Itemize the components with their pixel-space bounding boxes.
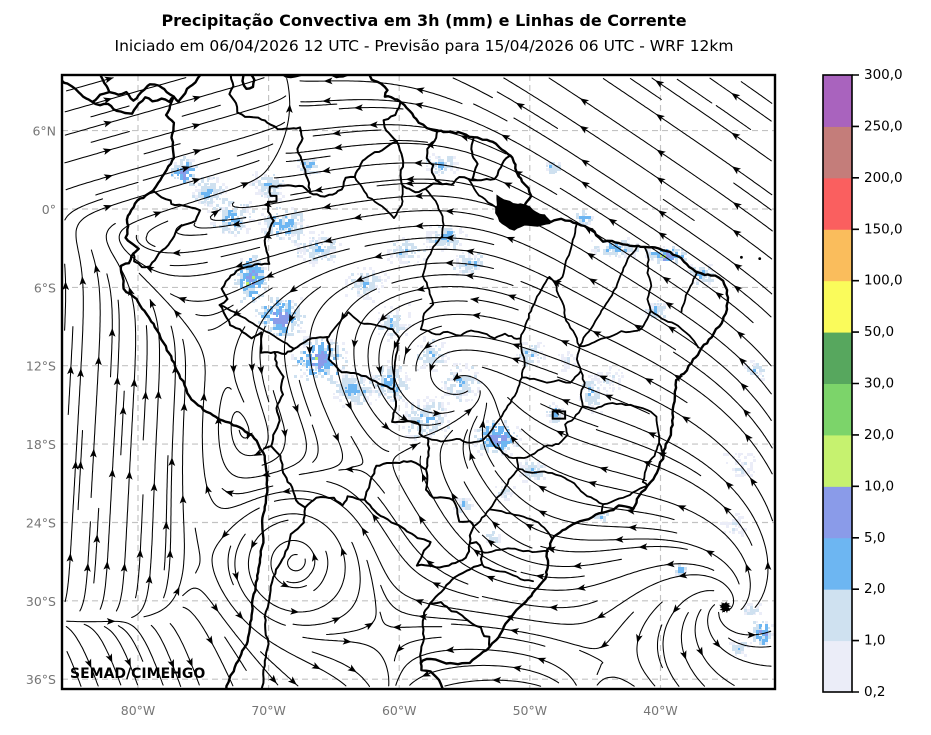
colorbar-segment xyxy=(823,383,852,436)
colorbar-segment xyxy=(823,126,852,179)
lat-tick-label: 0° xyxy=(42,202,56,217)
colorbar-tick-label: 50,0 xyxy=(864,324,894,340)
colorbar-tick-label: 10,0 xyxy=(864,478,894,494)
colorbar-segment xyxy=(823,589,852,642)
precip-shade-faint xyxy=(168,153,774,657)
colorbar-segment xyxy=(823,486,852,539)
lat-tick-label: 12°S xyxy=(26,359,56,374)
amazon-delta xyxy=(495,194,551,231)
lon-axis-labels: 80°W 70°W 60°W 50°W 40°W xyxy=(121,703,678,718)
colorbar-tick-label: 30,0 xyxy=(864,376,894,392)
streamline-paths xyxy=(64,77,774,688)
colorbar-segment xyxy=(823,332,852,384)
lat-tick-label: 6°N xyxy=(32,124,56,139)
colorbar-tick-label: 1,0 xyxy=(864,633,885,649)
streamlines-layer xyxy=(62,76,774,688)
precipitation-layer xyxy=(168,153,774,657)
colorbar-segment xyxy=(823,75,852,127)
island-dot xyxy=(758,257,762,261)
colorbar-tick-label: 20,0 xyxy=(864,427,894,443)
coastline xyxy=(62,75,730,689)
colorbar-segment xyxy=(823,177,852,230)
colorbar-tick-label: 2,0 xyxy=(864,581,885,597)
colorbar-segment xyxy=(823,640,852,693)
lon-tick-label: 40°W xyxy=(643,703,678,718)
colorbar-segment xyxy=(823,434,852,487)
coastline-borders-layer xyxy=(62,75,762,689)
colorbar-segment xyxy=(823,280,852,333)
colorbar-segment xyxy=(823,229,852,282)
colorbar-tick-label: 0,2 xyxy=(864,684,885,700)
colorbar-tick-label: 150,0 xyxy=(864,221,903,237)
lat-tick-label: 6°S xyxy=(34,280,56,295)
colorbar-tick-label: 300,0 xyxy=(864,67,903,83)
lon-tick-label: 50°W xyxy=(513,703,548,718)
colorbar-tick-label: 100,0 xyxy=(864,273,903,289)
lon-tick-label: 60°W xyxy=(382,703,417,718)
watermark: SEMAD/CIMEHGO xyxy=(70,666,205,682)
colorbar-tick-label: 5,0 xyxy=(864,530,885,546)
colorbar: 0,2 1,0 2,0 5,0 10,0 20,0 30,0 50,0 100,0 150,0 20… xyxy=(822,67,903,700)
lat-axis-labels: 6°N 0° 6°S 12°S 18°S 24°S 30°S 36°S xyxy=(26,124,56,688)
colorbar-segment xyxy=(823,537,852,590)
lat-tick-label: 36°S xyxy=(26,672,56,687)
lat-tick-label: 30°S xyxy=(26,594,56,609)
colorbar-tick-label: 250,0 xyxy=(864,118,903,134)
lat-tick-label: 24°S xyxy=(26,515,56,530)
lat-tick-label: 18°S xyxy=(26,437,56,452)
colorbar-tick-label: 200,0 xyxy=(864,170,903,186)
precip-shade-blue xyxy=(171,162,768,650)
page-title: Precipitação Convectiva em 3h (mm) e Lin… xyxy=(161,11,687,30)
page-subtitle: Iniciado em 06/04/2026 12 UTC - Previsão… xyxy=(114,37,734,55)
map-frame xyxy=(60,73,777,691)
lon-tick-label: 80°W xyxy=(121,703,156,718)
colorbar-ticks xyxy=(852,74,859,693)
lon-tick-label: 70°W xyxy=(251,703,286,718)
island-dot xyxy=(740,255,743,259)
